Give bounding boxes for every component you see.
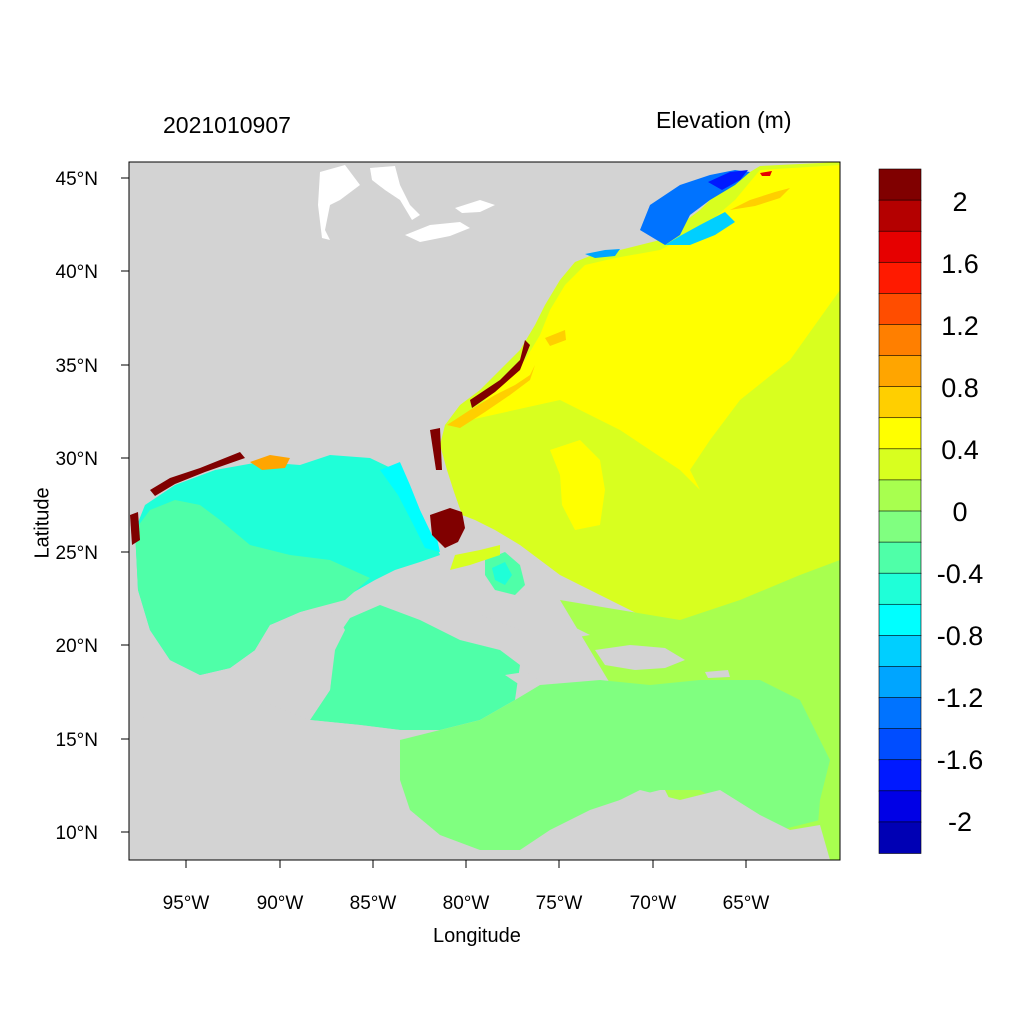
- x-tick-label: 95°W: [163, 893, 210, 914]
- colorbar-swatch: [878, 821, 922, 854]
- long-island-sound-low: [585, 249, 620, 258]
- carolina-shelf-high: [447, 365, 535, 428]
- caribbean-west: [310, 605, 520, 730]
- georgia-surge: [430, 428, 442, 470]
- colorbar-swatch: [878, 168, 922, 201]
- colorbar-label: 0.4: [941, 435, 979, 465]
- colorbar-swatch: [878, 479, 922, 512]
- gulf-of-maine-deep: [708, 170, 748, 190]
- colorbar-swatch: [878, 448, 922, 481]
- colorbar-swatch: [878, 666, 922, 699]
- colorbar-swatch: [878, 728, 922, 761]
- jamaica-land: [505, 672, 540, 685]
- y-tick-label: 20°N: [56, 636, 98, 657]
- map-frame: [128, 161, 841, 861]
- scotian-shelf-high: [730, 188, 790, 210]
- x-axis: 95°W 90°W 85°W 80°W 75°W 70°W 65°W: [163, 860, 770, 914]
- colorbar-swatch: [878, 417, 922, 450]
- colorbar-swatch: [878, 541, 922, 574]
- colorbar-swatch: [878, 293, 922, 326]
- texas-coast-surge: [130, 512, 140, 545]
- x-tick-label: 80°W: [443, 893, 490, 914]
- carolina-surge: [470, 340, 530, 408]
- x-tick-label: 90°W: [257, 893, 304, 914]
- y-tick-label: 10°N: [56, 823, 98, 844]
- gulf-of-maine-edge: [665, 212, 735, 245]
- hispaniola-land: [595, 645, 685, 670]
- colorbar-swatch: [878, 572, 922, 606]
- x-axis-title: Longitude: [433, 925, 521, 947]
- caribbean-east: [400, 680, 835, 850]
- x-tick-label: 75°W: [536, 893, 583, 914]
- y-tick-label: 15°N: [56, 730, 98, 751]
- florida-surge: [430, 508, 465, 548]
- bahamas-inner: [492, 562, 512, 585]
- x-tick-label: 85°W: [350, 893, 397, 914]
- colorbar-label: 0.8: [941, 373, 979, 403]
- colorbar-label: 2: [952, 187, 967, 217]
- y-tick-label: 25°N: [56, 543, 98, 564]
- colorbar-label: -0.8: [937, 621, 984, 651]
- timestamp-label: 2021010907: [163, 112, 291, 138]
- yucatan-land: [255, 612, 345, 720]
- colorbar-swatch: [878, 635, 922, 668]
- colorbar-swatch: [878, 230, 922, 264]
- colorbar-swatch: [878, 355, 922, 388]
- lake-ontario: [455, 200, 495, 213]
- antilles-strip: [800, 690, 840, 860]
- atlantic-high-tongue: [550, 440, 605, 530]
- variable-label: Elevation (m): [656, 107, 792, 133]
- y-axis: 45°N 40°N 35°N 30°N 25°N 20°N 15°N 10°N: [56, 169, 129, 844]
- colorbar-label: 1.6: [941, 249, 979, 279]
- florida-straits: [450, 545, 500, 570]
- colorbar-swatch: [878, 386, 922, 419]
- colorbar-label: -0.4: [937, 559, 984, 589]
- y-tick-label: 45°N: [56, 169, 98, 190]
- south-america-land: [520, 790, 830, 860]
- puerto-rico-land: [705, 670, 730, 678]
- colorbar-swatch: [878, 697, 922, 730]
- colorbar-swatch: [878, 510, 922, 543]
- mexico-shelf: [135, 500, 370, 675]
- colorbar-label: -2: [948, 807, 972, 837]
- atlantic-high-band: [470, 165, 840, 490]
- colorbar-swatch: [878, 603, 922, 637]
- colorbar-swatch: [878, 324, 922, 357]
- y-tick-label: 40°N: [56, 262, 98, 283]
- cuba-land: [382, 588, 590, 640]
- y-tick-label: 30°N: [56, 449, 98, 470]
- gulf-coast-surge: [150, 452, 245, 496]
- lake-superior: [318, 165, 360, 240]
- colorbar-swatch: [878, 790, 922, 823]
- louisiana-surge: [250, 455, 290, 470]
- colorbar-swatch: [878, 261, 922, 295]
- x-tick-label: 70°W: [630, 893, 677, 914]
- lake-erie: [405, 222, 470, 242]
- nova-scotia-red: [760, 171, 772, 176]
- colorbar-swatch: [878, 199, 922, 232]
- colorbar-label: -1.6: [937, 745, 984, 775]
- colorbar-label: -1.2: [937, 683, 984, 713]
- west-florida-shelf-low: [380, 462, 440, 552]
- colorbar: [878, 168, 922, 854]
- x-tick-label: 65°W: [723, 893, 770, 914]
- colorbar-swatch: [878, 759, 922, 792]
- colorbar-label: 0: [952, 497, 967, 527]
- y-tick-label: 35°N: [56, 356, 98, 377]
- central-america-land: [129, 700, 440, 860]
- map-panel: [129, 162, 840, 860]
- lake-michigan-huron: [370, 166, 420, 220]
- hatteras-shelf-high: [545, 330, 566, 346]
- colorbar-labels: 2 1.6 1.2 0.8 0.4 0 -0.4 -0.8 -1.2 -1.6 …: [937, 187, 984, 837]
- colorbar-label: 1.2: [941, 311, 979, 341]
